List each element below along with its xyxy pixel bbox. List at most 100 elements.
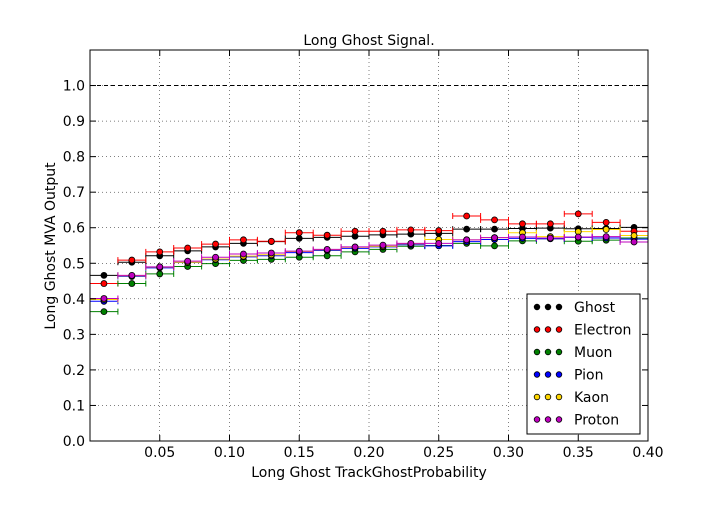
data-point <box>407 239 415 247</box>
data-point <box>630 232 638 239</box>
y-tick-label: 0.5 <box>63 256 85 272</box>
legend-marker <box>533 326 541 333</box>
data-point <box>435 239 443 247</box>
data-point <box>407 226 415 234</box>
y-tick-label: 0.2 <box>63 363 85 379</box>
data-point <box>491 225 498 233</box>
data-point <box>574 233 582 241</box>
legend-marker <box>555 348 563 356</box>
data-point <box>602 226 610 233</box>
legend-label: Pion <box>574 368 603 384</box>
data-point <box>128 256 136 264</box>
x-tick-label: 0.05 <box>144 445 175 461</box>
plot-area: 0.0 0.1 0.2 0.3 0.4 0.5 0.6 0.7 0.8 0.9 1.0 0.05 0.1… <box>63 49 664 461</box>
data-point <box>184 257 192 265</box>
legend-marker <box>533 393 541 401</box>
legend-marker <box>544 416 552 423</box>
y-tick-label: 0.0 <box>63 434 85 450</box>
data-point <box>156 248 164 256</box>
legend-label: Electron <box>574 323 631 339</box>
y-tick-label: 0.6 <box>63 221 85 237</box>
data-point <box>295 247 303 255</box>
data-point <box>323 231 331 239</box>
data-point <box>546 234 554 242</box>
data-point <box>463 236 471 244</box>
legend-marker <box>544 303 552 311</box>
x-tick-label: 0.20 <box>353 445 384 461</box>
legend-marker <box>544 348 552 356</box>
y-tick-label: 0.9 <box>63 114 85 130</box>
y-tick-label: 0.3 <box>63 327 85 343</box>
x-tick-label: 0.15 <box>284 445 315 461</box>
data-point <box>379 241 387 249</box>
legend-marker <box>544 393 552 401</box>
data-point <box>519 233 526 241</box>
legend-marker <box>544 371 552 378</box>
data-point <box>212 253 219 261</box>
legend-marker <box>533 416 541 423</box>
legend-marker <box>544 326 552 333</box>
data-point <box>295 234 303 242</box>
legend-label: Kaon <box>574 390 609 406</box>
x-tick-label: 0.10 <box>214 445 245 461</box>
legend-marker <box>555 326 563 333</box>
data-point <box>100 308 108 316</box>
legend-label: Muon <box>574 345 612 361</box>
legend-marker <box>533 371 541 378</box>
x-tick-label: 0.35 <box>563 445 594 461</box>
legend-marker <box>533 303 541 311</box>
data-point <box>491 216 498 224</box>
y-tick-label: 0.8 <box>63 150 85 166</box>
legend-marker <box>555 371 563 378</box>
data-point <box>267 249 275 257</box>
data-point <box>351 243 359 251</box>
legend-marker <box>555 303 563 311</box>
legend-label: Proton <box>574 413 619 429</box>
data-point <box>435 227 443 234</box>
legend-entry: Proton <box>533 413 619 429</box>
data-point <box>156 270 164 278</box>
data-point <box>295 229 303 237</box>
data-point <box>463 212 471 220</box>
x-tick-label: 0.40 <box>632 445 663 461</box>
data-point <box>602 218 610 226</box>
data-point <box>323 246 331 253</box>
data-point <box>379 227 387 235</box>
legend: Ghost Electron Muon Pion Kaon Proton <box>526 293 641 435</box>
data-point <box>128 280 136 287</box>
data-point <box>351 227 359 235</box>
legend-marker <box>555 393 563 401</box>
data-point <box>574 210 582 218</box>
data-point <box>463 225 471 233</box>
y-tick-label: 0.1 <box>63 398 85 414</box>
y-tick-label: 1.0 <box>63 79 85 95</box>
data-point <box>184 244 192 252</box>
legend-marker <box>555 416 563 423</box>
x-tick-label: 0.25 <box>423 445 454 461</box>
legend-entry: Pion <box>533 368 603 384</box>
data-point <box>156 263 164 271</box>
data-point <box>240 236 247 244</box>
chart-title: Long Ghost Signal. <box>303 33 434 49</box>
data-point <box>491 242 498 250</box>
data-point <box>267 237 275 245</box>
data-point <box>240 250 247 258</box>
data-point <box>602 233 610 241</box>
data-point <box>491 234 498 242</box>
legend-label: Ghost <box>574 300 616 316</box>
legend-entry: Kaon <box>533 390 609 406</box>
data-point <box>100 280 108 287</box>
data-point <box>100 271 108 279</box>
data-point <box>212 240 219 248</box>
y-tick-label: 0.4 <box>63 292 85 308</box>
x-tick-label: 0.30 <box>493 445 524 461</box>
series-electron <box>89 210 649 287</box>
data-point <box>100 295 108 302</box>
legend-entry: Electron <box>533 323 631 339</box>
y-axis-title: Long Ghost MVA Output <box>43 162 59 330</box>
data-point <box>630 238 638 246</box>
legend-marker <box>533 348 541 356</box>
data-point <box>546 220 554 228</box>
